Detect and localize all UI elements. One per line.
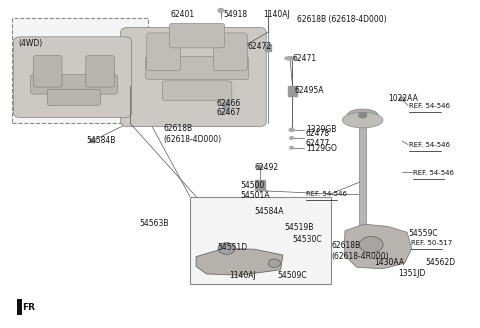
Ellipse shape (285, 57, 295, 60)
FancyBboxPatch shape (13, 37, 132, 117)
Bar (223, 102, 229, 108)
Text: 62495A: 62495A (295, 86, 324, 95)
Ellipse shape (342, 112, 383, 128)
Bar (12, 18, 148, 123)
Bar (360, 120, 366, 263)
FancyBboxPatch shape (47, 89, 101, 106)
Text: 1351JD: 1351JD (398, 269, 426, 278)
Text: REF. 54-546: REF. 54-546 (306, 191, 347, 197)
Text: 62618B
(62618-4D000): 62618B (62618-4D000) (164, 124, 222, 144)
Circle shape (218, 9, 224, 12)
Text: 62467: 62467 (216, 108, 240, 117)
FancyBboxPatch shape (214, 33, 247, 71)
Text: 1129GO: 1129GO (306, 144, 337, 153)
Text: 62478
62477: 62478 62477 (306, 129, 330, 148)
Text: REF. 50-517: REF. 50-517 (411, 240, 452, 246)
Circle shape (268, 259, 281, 267)
Text: 1430AA: 1430AA (374, 258, 405, 267)
Circle shape (90, 138, 96, 143)
Text: 54500
54501A: 54500 54501A (240, 181, 269, 200)
Text: REF. 54-546: REF. 54-546 (409, 142, 450, 148)
Bar (288, 86, 297, 96)
Bar (255, 180, 265, 190)
Text: REF. 54-546: REF. 54-546 (409, 103, 450, 109)
FancyBboxPatch shape (86, 55, 115, 87)
Text: 54530C: 54530C (292, 235, 322, 244)
Polygon shape (196, 249, 283, 275)
Text: 54563B: 54563B (140, 219, 169, 228)
FancyBboxPatch shape (34, 55, 62, 87)
Text: FR: FR (23, 303, 36, 312)
FancyBboxPatch shape (120, 28, 266, 127)
Polygon shape (17, 299, 23, 315)
Text: 54584B: 54584B (86, 136, 116, 145)
Circle shape (224, 247, 229, 251)
Text: 62618B (62618-4D000): 62618B (62618-4D000) (297, 15, 387, 24)
Text: 62471: 62471 (292, 54, 317, 63)
FancyBboxPatch shape (31, 74, 117, 94)
Text: 54519B: 54519B (284, 223, 313, 232)
Text: 62472: 62472 (247, 42, 271, 51)
Text: 1140AJ: 1140AJ (229, 271, 256, 280)
Circle shape (257, 165, 263, 169)
FancyBboxPatch shape (145, 56, 249, 80)
FancyBboxPatch shape (162, 81, 232, 101)
Text: 54509C: 54509C (277, 271, 307, 280)
FancyBboxPatch shape (169, 23, 225, 48)
Circle shape (399, 97, 405, 101)
Bar (264, 44, 271, 51)
Text: 62618B
(62618-4R000): 62618B (62618-4R000) (332, 241, 389, 261)
Text: 54584A: 54584A (254, 207, 284, 215)
Text: 54559C: 54559C (408, 229, 438, 238)
Circle shape (360, 236, 383, 253)
Text: 62401: 62401 (171, 10, 195, 19)
Text: REF. 54-546: REF. 54-546 (413, 170, 454, 176)
Text: 54918: 54918 (223, 10, 247, 19)
Text: (4WD): (4WD) (19, 38, 43, 48)
Text: 54562D: 54562D (425, 258, 456, 267)
Text: 1022AA: 1022AA (388, 94, 418, 103)
FancyBboxPatch shape (147, 33, 180, 71)
Circle shape (358, 112, 367, 118)
Text: 1339GB: 1339GB (306, 125, 336, 134)
Polygon shape (344, 224, 412, 269)
Text: 1140AJ: 1140AJ (263, 10, 289, 19)
Ellipse shape (222, 111, 229, 113)
Bar (190, 196, 331, 284)
Text: 54551D: 54551D (217, 243, 247, 253)
Circle shape (289, 128, 294, 132)
Text: 62466: 62466 (216, 99, 240, 108)
Text: 62492: 62492 (254, 163, 278, 172)
Ellipse shape (347, 109, 378, 121)
Circle shape (218, 243, 235, 255)
Circle shape (289, 146, 293, 149)
Circle shape (289, 137, 293, 139)
